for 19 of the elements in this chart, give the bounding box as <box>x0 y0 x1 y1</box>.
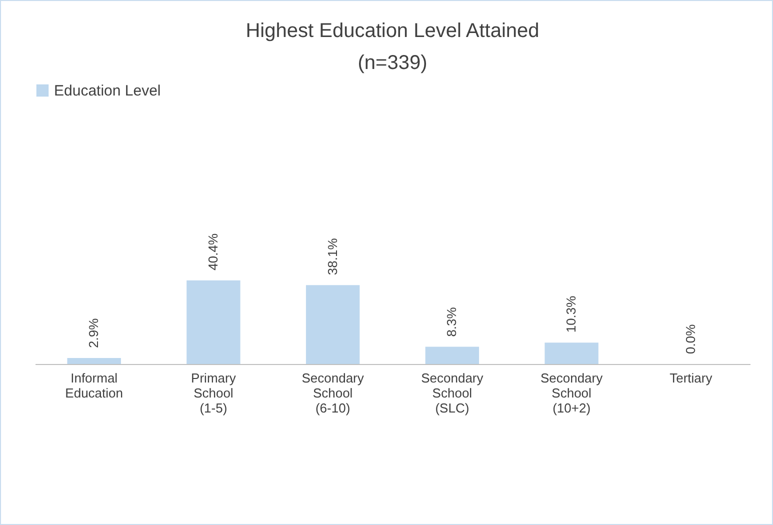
data-label: 8.3% <box>444 306 460 337</box>
x-tick-label: Primary School (1-5) <box>191 370 236 416</box>
bar <box>186 280 240 364</box>
x-tick-label: Secondary School (6-10) <box>302 370 364 416</box>
data-label: 10.3% <box>564 295 579 333</box>
bar <box>425 346 480 364</box>
data-label: 0.0% <box>682 324 698 354</box>
bar <box>544 342 598 364</box>
bar <box>306 285 360 364</box>
bar <box>67 358 121 364</box>
legend-label: Education Level <box>54 82 161 100</box>
chart-title: Highest Education Level Attained (n=339) <box>246 20 540 74</box>
data-label: 40.4% <box>205 233 220 270</box>
x-tick-label: Tertiary <box>670 370 713 386</box>
x-tick-label: Secondary School (SLC) <box>421 370 484 416</box>
data-label: 2.9% <box>86 318 102 348</box>
data-label: 38.1% <box>324 238 340 276</box>
x-tick-label: Informal Education <box>65 370 123 400</box>
x-tick-label: Secondary School (10+2) <box>540 370 604 416</box>
